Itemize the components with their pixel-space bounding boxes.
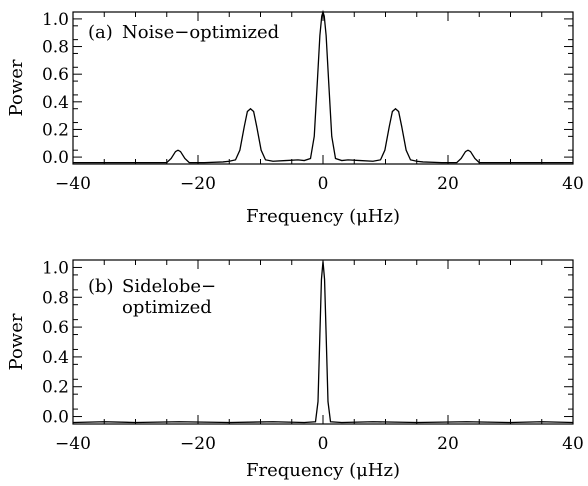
panel-a-xtick-labels: −40 −20 0 20 40 [55,174,584,194]
panel-b-title-line-1: Sidelobe− [122,276,216,297]
panel-a-xtick-label-3: 20 [437,174,459,194]
panel-b-label: (b) [88,276,114,297]
panel-b-xtick-label-4: 40 [562,434,584,454]
panel-b-xtick-label-1: −20 [180,434,216,454]
panel-a-ylabel: Power [6,59,27,116]
panel-b-ytick-label-5: 1.0 [42,258,69,278]
panel-b-series-line [72,261,574,424]
panel-a-ytick-label-5: 1.0 [42,10,69,30]
panel-a-ytick-label-0: 0.0 [42,148,69,168]
panel-b-ytick-label-0: 0.0 [42,408,69,428]
panel-a-ytick-label-4: 0.8 [42,38,69,58]
panel-a-ytick-label-2: 0.4 [42,93,69,113]
panel-b: 0.0 0.2 0.4 0.6 0.8 1.0 −40 −20 0 20 40 Power Fre… [6,258,584,481]
panel-a-ticks [72,12,574,164]
panel-b-ytick-label-4: 0.8 [42,288,69,308]
panel-a-ytick-label-1: 0.2 [42,120,69,140]
panel-b-xtick-label-2: 0 [318,434,329,454]
panel-b-ytick-label-3: 0.6 [42,318,69,338]
panel-b-title-line-2: optimized [122,297,212,318]
panel-b-ytick-labels: 0.0 0.2 0.4 0.6 0.8 1.0 [42,258,69,427]
panel-a-xlabel: Frequency (μHz) [246,206,400,227]
panel-a-series-line [73,9,573,164]
panel-b-ylabel: Power [6,313,27,370]
panel-a-label: (a) [88,22,113,43]
panel-a-xtick-label-1: −20 [180,174,216,194]
panel-a-title-line-1: Noise−optimized [122,22,279,43]
panel-b-ytick-label-2: 0.4 [42,348,69,368]
panel-b-xtick-label-3: 20 [437,434,459,454]
panel-a: 0.0 0.2 0.4 0.6 0.8 1.0 −40 −20 0 20 40 Power Fre… [6,9,584,227]
panel-a-xtick-label-0: −40 [55,174,91,194]
panel-b-xtick-label-0: −40 [55,434,91,454]
panel-b-xlabel: Frequency (μHz) [246,460,400,481]
panel-a-ytick-labels: 0.0 0.2 0.4 0.6 0.8 1.0 [42,10,69,168]
panel-a-xtick-label-4: 40 [562,174,584,194]
panel-b-xtick-labels: −40 −20 0 20 40 [55,434,584,454]
panel-b-ticks [72,260,574,424]
panel-a-ytick-label-3: 0.6 [42,65,69,85]
panel-a-xtick-label-2: 0 [318,174,329,194]
panel-b-ytick-label-1: 0.2 [42,378,69,398]
